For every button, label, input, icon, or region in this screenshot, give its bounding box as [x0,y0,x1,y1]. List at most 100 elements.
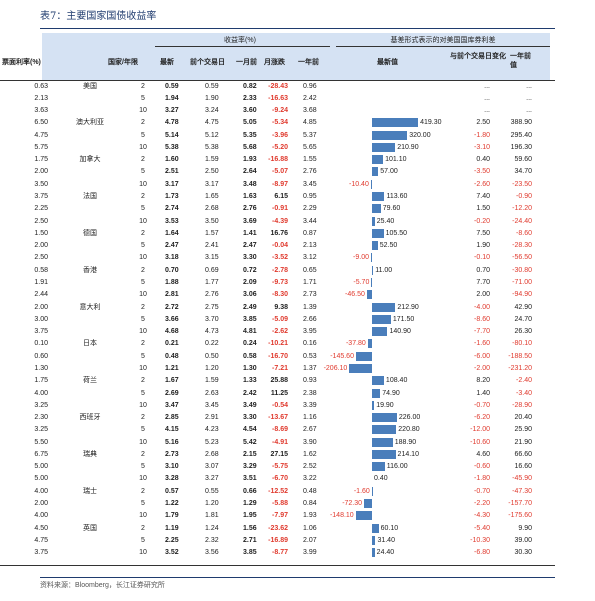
spread-change: -0.70 [474,401,490,409]
spread-label: -10.40 [348,180,369,188]
spread-change: 7.50 [476,229,490,237]
years: 5 [141,168,145,176]
spread-yearago: -28.30 [512,242,532,250]
spread-label: 226.00 [398,414,421,422]
spread-label: 113.60 [386,193,408,201]
yearago: 3.45 [303,180,317,188]
month: 3.85 [243,315,257,323]
prev: 4.73 [205,328,219,336]
latest: 1.79 [165,512,179,520]
country: 日本 [83,340,97,348]
yearago: 0.87 [303,229,317,237]
spread-label: 0.40 [374,475,388,483]
change: -8.69 [272,426,288,434]
spread-yearago: -2.40 [516,377,532,385]
yearago: 3.44 [303,217,317,225]
yearago: 5.37 [303,131,317,139]
month: 1.30 [243,364,257,372]
prev: 2.50 [205,168,219,176]
years: 5 [141,131,145,139]
month: 3.30 [243,414,257,422]
spread-change: -2.00 [474,364,490,372]
coupon: 3.25 [34,401,48,409]
latest: 2.73 [165,450,179,458]
prev: 3.50 [205,217,219,225]
prev: 1.20 [205,364,219,372]
spread-yearago: -45.90 [512,475,532,483]
month: 2.64 [243,168,257,176]
coupon: 5.50 [34,438,48,446]
spread-bar [372,142,396,152]
spread-change: 1.50 [476,205,490,213]
yearago: 3.39 [303,401,317,409]
latest: 1.94 [165,94,179,102]
coupon: 4.00 [34,389,48,397]
spread-yearago: -30.80 [512,266,532,274]
month: 2.49 [243,303,257,311]
years: 10 [139,549,147,557]
header-group: 收益率(%) [224,37,256,44]
yearago: 3.95 [303,328,317,336]
yearago: 2.67 [303,426,317,434]
spread-change: -2.60 [474,180,490,188]
years: 2 [141,303,145,311]
spread-change: 1.40 [476,389,490,397]
yearago: 4.85 [303,119,317,127]
spread-bar [372,167,379,177]
coupon: 2.00 [34,303,48,311]
yearago: 1.37 [303,364,317,372]
spread-yearago: 388.90 [510,119,532,127]
month: 1.63 [243,193,257,201]
coupon: 0.60 [34,352,48,360]
spread-yearago: 196.30 [510,143,532,151]
spread-change: -6.20 [474,414,490,422]
change: -28.43 [268,82,288,90]
month: 0.58 [243,352,257,360]
yearago: 3.12 [303,254,317,262]
spread-yearago: -8.60 [516,229,532,237]
prev: 0.69 [205,266,219,274]
coupon: 3.75 [34,328,48,336]
change: -7.97 [272,512,288,520]
spread-bar [372,314,391,324]
yearago: 2.13 [303,242,317,250]
change: -5.20 [272,143,288,151]
prev: 3.56 [205,549,219,557]
spread-yearago: 24.70 [514,315,532,323]
change: -9.73 [272,278,288,286]
prev: 1.65 [205,193,219,201]
years: 10 [139,107,147,115]
latest: 5.14 [165,131,179,139]
month: 3.51 [243,475,257,483]
yearago: 1.16 [303,414,317,422]
years: 2 [141,340,145,348]
spread-change: -4.30 [474,512,490,520]
spread-label: 101.10 [385,156,407,164]
prev: 3.17 [205,180,219,188]
spread-label: 60.10 [380,524,399,532]
coupon: 1.50 [34,229,48,237]
yearago: 0.16 [303,340,317,348]
prev: 1.20 [205,500,219,508]
coupon: 2.30 [34,414,48,422]
coupon: 0.63 [34,82,48,90]
yearago: 0.84 [303,500,317,508]
spread-change: -10.30 [470,536,490,544]
country: 瑞士 [83,487,97,495]
years: 5 [141,536,145,544]
coupon: 5.00 [34,463,48,471]
spread-change: -1.80 [474,475,490,483]
years: 2 [141,377,145,385]
spread-label: 108.40 [385,377,408,385]
years: 5 [141,94,145,102]
spread-label: 171.50 [392,315,415,323]
prev: 3.07 [205,463,219,471]
spread-yearago: ... [526,94,532,102]
month: 2.15 [243,450,257,458]
coupon: 3.25 [34,426,48,434]
spread-bar [372,437,393,447]
spread-change: -3.50 [474,168,490,176]
prev: 2.32 [205,536,219,544]
change: -5.88 [272,500,288,508]
